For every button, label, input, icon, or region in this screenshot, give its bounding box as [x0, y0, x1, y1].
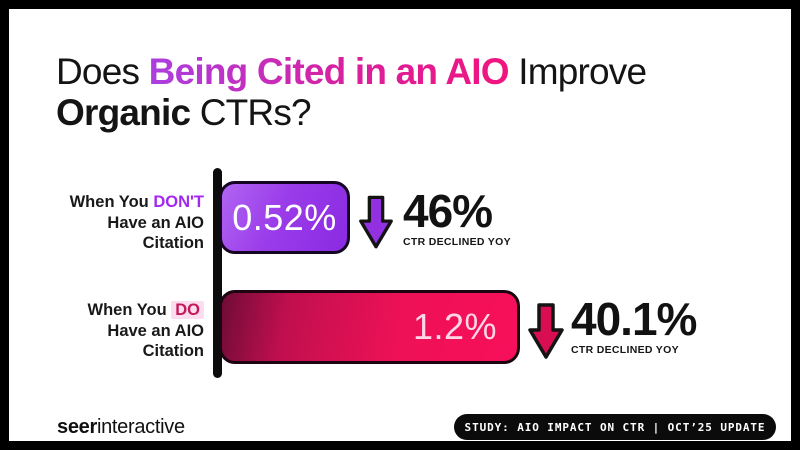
stat-caption: CTR DECLINED YOY: [571, 344, 679, 356]
label-emphasis-dont: DON'T: [153, 193, 204, 211]
title-highlight: Being Cited in an AIO: [148, 51, 510, 92]
title-rest: CTRs?: [190, 92, 312, 133]
down-arrow-icon: [359, 195, 393, 249]
label-line: Citation: [142, 342, 204, 360]
page-title: Does Being Cited in an AIO Improve Organ…: [56, 51, 647, 133]
title-suffix: Improve: [508, 51, 647, 92]
bar-value-label: 1.2%: [412, 306, 497, 347]
stat-value: 46%: [403, 185, 493, 237]
title-line-1: Does Being Cited in an AIO Improve: [56, 51, 647, 92]
title-line-2: Organic CTRs?: [56, 92, 646, 133]
bar-label-with-citation: When You DO Have an AIO Citation: [37, 300, 204, 362]
bar-value-label: 0.52%: [232, 196, 337, 238]
seer-interactive-logo: seerinteractive: [57, 416, 185, 439]
brand-light-part: interactive: [96, 416, 185, 438]
label-text: When You: [87, 301, 172, 319]
chart-baseline-axis: [213, 168, 222, 378]
bar-no-aio-citation: 0.52%: [219, 181, 350, 254]
stat-value: 40.1%: [571, 293, 697, 345]
label-emphasis-do: DO: [171, 301, 204, 319]
stat-caption: CTR DECLINED YOY: [403, 236, 511, 248]
brand-bold-part: seer: [57, 416, 97, 438]
label-line: Citation: [142, 234, 204, 252]
down-arrow-icon: [528, 303, 564, 359]
study-badge-label: STUDY: AIO IMPACT ON CTR | OCT’25 UPDATE: [464, 420, 766, 434]
decline-stat-no-citation: 46% CTR DECLINED YOY: [403, 187, 511, 248]
study-badge: STUDY: AIO IMPACT ON CTR | OCT’25 UPDATE: [454, 414, 776, 440]
decline-stat-with-citation: 40.1% CTR DECLINED YOY: [571, 293, 697, 356]
bar-with-aio-citation: 1.2%: [219, 290, 520, 364]
label-line: Have an AIO: [107, 213, 204, 232]
label-text: When You: [69, 193, 154, 211]
label-line: When You DON'T: [37, 192, 204, 213]
label-line: When You DO: [37, 300, 204, 321]
bar-label-no-citation: When You DON'T Have an AIO Citation: [37, 192, 204, 254]
title-bold-word: Organic: [56, 92, 191, 133]
label-line: Have an AIO: [107, 321, 204, 340]
title-prefix: Does: [56, 51, 149, 92]
